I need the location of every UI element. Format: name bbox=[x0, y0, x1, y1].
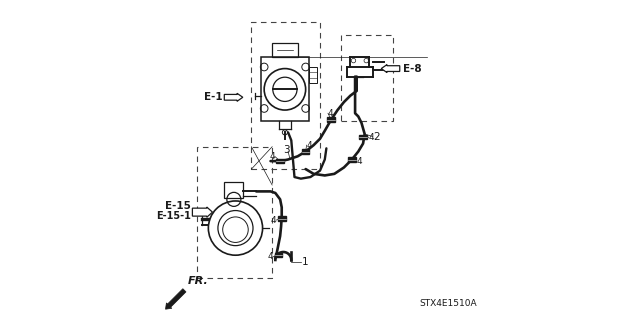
Text: FR.: FR. bbox=[188, 276, 209, 286]
Text: 4: 4 bbox=[356, 157, 362, 166]
Bar bbox=[348, 157, 356, 162]
Text: 4: 4 bbox=[269, 152, 275, 161]
FancyArrow shape bbox=[381, 64, 400, 72]
Bar bbox=[275, 253, 282, 257]
Bar bbox=[278, 216, 285, 221]
Bar bbox=[224, 182, 243, 198]
Bar bbox=[327, 117, 335, 122]
Circle shape bbox=[282, 130, 287, 135]
Bar bbox=[276, 159, 284, 163]
Text: E-15-1: E-15-1 bbox=[156, 211, 191, 221]
Text: 3: 3 bbox=[283, 145, 290, 155]
FancyArrow shape bbox=[224, 93, 243, 101]
Bar bbox=[302, 149, 310, 154]
Text: 4: 4 bbox=[267, 252, 273, 261]
Text: 4: 4 bbox=[328, 109, 333, 118]
Text: E-1: E-1 bbox=[204, 92, 223, 102]
FancyArrow shape bbox=[166, 289, 186, 309]
Text: 4: 4 bbox=[270, 216, 276, 225]
Bar bbox=[359, 135, 367, 139]
Text: STX4E1510A: STX4E1510A bbox=[419, 299, 477, 308]
Bar bbox=[272, 43, 298, 57]
Bar bbox=[309, 67, 317, 83]
Text: E-8: E-8 bbox=[403, 63, 422, 74]
Text: 2: 2 bbox=[374, 132, 380, 142]
Text: 4: 4 bbox=[307, 141, 312, 150]
Text: 4: 4 bbox=[369, 133, 374, 142]
FancyArrow shape bbox=[193, 207, 212, 217]
Text: 1: 1 bbox=[302, 256, 308, 267]
Text: E-15: E-15 bbox=[165, 201, 191, 211]
Bar bbox=[261, 57, 309, 121]
